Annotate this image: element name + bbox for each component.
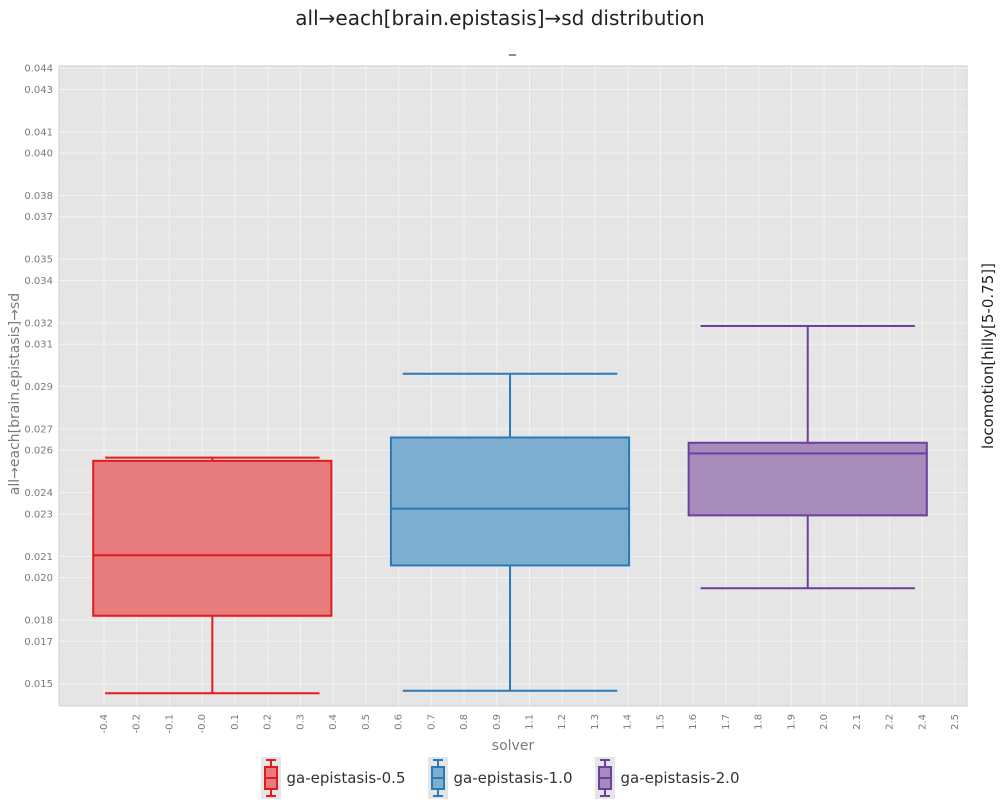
legend-swatch	[260, 757, 281, 799]
chart-subtitle: _	[509, 40, 516, 56]
x-tick-label: 0.1	[230, 714, 241, 730]
y-tick-label: 0.024	[24, 488, 53, 499]
y-tick-label: 0.040	[24, 149, 53, 160]
x-tick-label: 0.8	[459, 714, 470, 730]
legend-item: ga-epistasis-1.0	[427, 757, 573, 799]
x-tick-label: 2.2	[885, 714, 896, 730]
x-tick-label: 2.1	[852, 714, 863, 730]
iqr-box	[92, 459, 333, 617]
box-ga-epistasis-1.0	[389, 372, 631, 692]
x-tick-label: 1.3	[590, 714, 601, 730]
y-tick-label: 0.043	[24, 85, 53, 96]
y-tick-label: 0.026	[24, 446, 53, 457]
x-axis-ticks: -0.4 -0.2 -0.1 -0.0 0.1 0.2 0.3 0.4 0.5 0.6 0.7 0.8…	[99, 714, 961, 734]
chart-title: all→each[brain.epistasis]→sd distributio…	[295, 6, 705, 30]
y-tick-label: 0.027	[24, 424, 53, 435]
x-tick-label: 1.4	[623, 714, 634, 730]
y-tick-label: 0.017	[24, 637, 53, 648]
y-tick-label: 0.029	[24, 382, 53, 393]
legend-swatch	[594, 757, 615, 799]
x-tick-label: 0.7	[426, 714, 437, 730]
x-tick-label: 1.5	[655, 714, 666, 730]
y-tick-label: 0.021	[24, 552, 53, 563]
iqr-box	[389, 436, 631, 567]
y-tick-label: 0.023	[24, 509, 53, 520]
x-tick-label: 1.8	[754, 714, 765, 730]
x-tick-label: 2.5	[950, 714, 961, 730]
y-tick-label: 0.031	[24, 340, 53, 351]
y-tick-label: 0.041	[24, 127, 53, 138]
legend-item: ga-epistasis-0.5	[260, 757, 406, 799]
y-tick-label: 0.035	[24, 255, 53, 266]
x-tick-label: 0.3	[295, 714, 306, 730]
y-tick-label: 0.044	[24, 64, 53, 75]
iqr-box	[687, 441, 928, 517]
x-tick-label: -0.2	[132, 714, 143, 734]
box-ga-epistasis-2.0	[687, 325, 928, 590]
x-tick-label: 2.4	[917, 714, 928, 730]
x-tick-label: 2.0	[819, 714, 830, 730]
x-tick-label: 1.6	[688, 714, 699, 730]
y-axis-title: all→each[brain.epistasis]→sd	[7, 293, 23, 495]
x-tick-label: 0.9	[492, 714, 503, 730]
x-axis-title: solver	[492, 738, 535, 754]
x-tick-label: 1.1	[525, 714, 536, 730]
legend-label: ga-epistasis-1.0	[453, 769, 573, 787]
x-tick-label: 1.9	[786, 714, 797, 730]
y-tick-label: 0.038	[24, 191, 53, 202]
facet-label: locomotion[hilly[5-0.75]]	[979, 263, 997, 449]
x-tick-label: -0.0	[197, 714, 208, 734]
x-tick-label: 0.2	[263, 714, 274, 730]
x-tick-label: 1.2	[557, 714, 568, 730]
legend: ga-epistasis-0.5 ga-epistasis-1.0 ga-epist…	[0, 756, 1000, 800]
legend-swatch	[427, 757, 448, 799]
x-tick-label: -0.4	[99, 714, 110, 734]
x-tick-label: 0.4	[328, 714, 339, 730]
y-tick-label: 0.015	[24, 679, 53, 690]
boxes	[92, 325, 928, 695]
y-tick-label: 0.037	[24, 212, 53, 223]
box-ga-epistasis-0.5	[92, 456, 333, 695]
y-tick-label: 0.018	[24, 616, 53, 627]
y-tick-label: 0.034	[24, 276, 53, 287]
y-tick-label: 0.032	[24, 318, 53, 329]
y-tick-label: 0.020	[24, 573, 53, 584]
x-tick-label: 0.5	[361, 714, 372, 730]
legend-label: ga-epistasis-2.0	[620, 769, 740, 787]
legend-label: ga-epistasis-0.5	[286, 769, 406, 787]
legend-item: ga-epistasis-2.0	[594, 757, 740, 799]
y-axis-ticks: 0.015 0.017 0.018 0.020 0.021 0.023 0.024 0.026…	[24, 64, 53, 691]
x-tick-label: 0.6	[394, 714, 405, 730]
x-tick-label: 1.7	[721, 714, 732, 730]
x-tick-label: -0.1	[164, 714, 175, 734]
